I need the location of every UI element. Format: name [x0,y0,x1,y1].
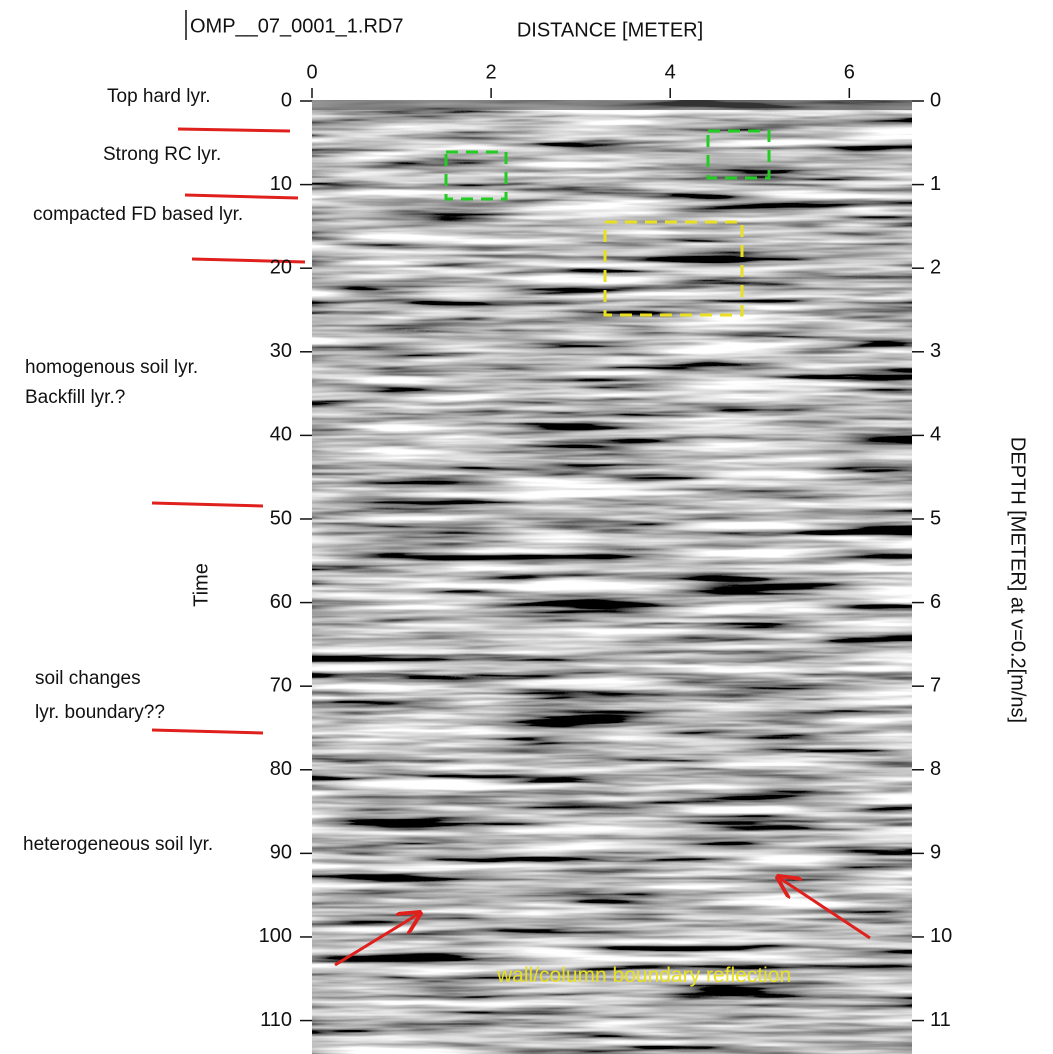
y-tick-label: 100 [259,925,292,947]
y2-tick-label: 3 [930,340,941,362]
highlight-box [603,220,744,317]
radargram [312,100,912,1054]
y2-tick-label: 4 [930,424,941,446]
annotation: heterogeneous soil lyr. [23,834,214,855]
layer-line [151,501,264,508]
y-tick-label: 80 [270,758,292,780]
layer-lines [151,127,306,735]
y2-tick-label: 10 [930,925,952,947]
y-tick-label: 0 [281,89,292,111]
axes: 0 2 4 6010203040506070809010011001234567891… [259,61,953,1031]
y2-tick-label: 9 [930,842,941,864]
highlight-box [706,129,771,180]
layer-line [191,257,306,264]
layer-line [177,127,291,133]
y2-tick-label: 8 [930,758,941,780]
annotation: Backfill lyr.? [25,387,126,408]
layer-line [151,728,264,735]
y-tick-label: 60 [270,591,292,613]
x-tick-label: 6 [844,61,855,83]
annotation: wall/column boundary reflection [497,964,792,987]
x-tick-label: 0 [306,61,317,83]
x-tick-label: 2 [486,61,497,83]
arrow [334,913,420,967]
y2-tick-label: 11 [930,1009,951,1031]
layer-line [184,193,299,200]
y-tick-label: 110 [260,1009,292,1031]
y2-axis-label: DEPTH [METER] at v=0.2[m/ns] [1007,437,1029,723]
y2-tick-label: 7 [930,674,941,696]
arrow [778,877,871,940]
annotation: homogenous soil lyr. [25,357,199,378]
surface-band [312,100,912,110]
highlight-box [444,150,508,201]
chart-title: OMP__07_0001_1.RD7 [190,15,403,37]
annotation: soil changes [35,668,141,689]
annotation: Top hard lyr. [107,86,211,107]
x-tick-label: 4 [665,61,676,83]
annotation: compacted FD based lyr. [33,204,244,225]
x-axis-label: DISTANCE [METER] [517,19,703,41]
annotation: lyr. boundary?? [35,702,165,723]
y2-tick-label: 6 [930,591,941,613]
y-tick-label: 30 [270,340,292,362]
y-tick-label: 50 [270,507,292,529]
y2-tick-label: 1 [930,173,941,195]
y2-tick-label: 2 [930,256,941,278]
y2-tick-label: 5 [930,507,941,529]
y-tick-label: 40 [270,424,292,446]
y-tick-label: 10 [270,173,292,195]
y-axis-label: Time [190,563,212,607]
y-tick-label: 90 [270,842,292,864]
y-tick-label: 70 [270,674,292,696]
annotation: Strong RC lyr. [103,144,222,165]
y-tick-label: 20 [270,256,292,278]
y2-tick-label: 0 [930,89,941,111]
